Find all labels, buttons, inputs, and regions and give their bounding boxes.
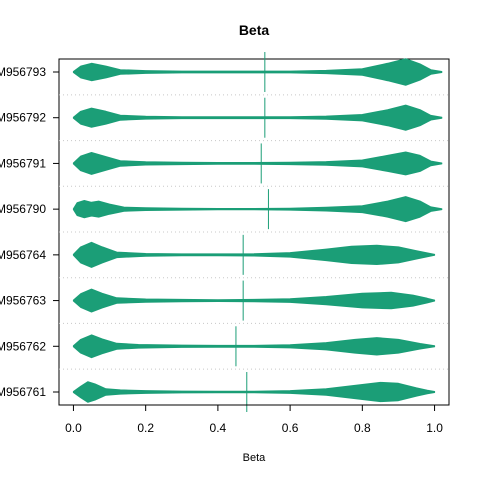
violin-GSM956790	[72, 196, 443, 223]
y-tick-label: GSM956762	[0, 339, 46, 353]
x-tick-label: 0.0	[65, 421, 82, 435]
y-tick-label: GSM956764	[0, 248, 46, 262]
violin-GSM956791	[72, 151, 443, 176]
violin-GSM956792	[72, 104, 443, 131]
grid-lines	[59, 94, 449, 370]
x-tick-label: 0.6	[282, 421, 299, 435]
violin-GSM956762	[72, 334, 436, 359]
y-tick-label: GSM956763	[0, 294, 46, 308]
violin-GSM956763	[72, 288, 436, 313]
x-tick-label: 0.4	[210, 421, 227, 435]
violin-GSM956761	[72, 381, 436, 403]
y-tick-labels: GSM956761 GSM956762 GSM956763 GSM956764 GSM9…	[0, 65, 59, 399]
x-tick-label: 0.2	[137, 421, 154, 435]
y-tick-label: GSM956792	[0, 111, 46, 125]
y-tick-label: GSM956790	[0, 202, 46, 216]
x-tick-label: 1.0	[426, 421, 443, 435]
x-axis: 0.0 0.2 0.4 0.6 0.8 1.0	[65, 404, 443, 435]
y-tick-label: GSM956791	[0, 156, 46, 170]
violin-GSM956764	[72, 241, 436, 268]
chart-title: Beta	[239, 22, 270, 38]
x-axis-label: Beta	[243, 452, 267, 464]
violins	[72, 52, 443, 412]
x-tick-label: 0.8	[354, 421, 371, 435]
y-tick-label: GSM956761	[0, 385, 46, 399]
y-tick-label: GSM956793	[0, 65, 46, 79]
violin-GSM956793	[72, 58, 443, 86]
